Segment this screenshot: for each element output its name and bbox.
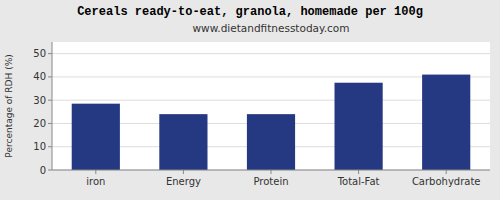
y-tick-label: 20 bbox=[33, 118, 46, 129]
y-tick bbox=[48, 146, 52, 147]
y-tick bbox=[48, 123, 52, 124]
subtitle: www.dietandfitnesstoday.com bbox=[193, 22, 350, 34]
y-tick-label: 50 bbox=[33, 48, 46, 59]
x-tick bbox=[358, 170, 359, 174]
y-axis bbox=[52, 42, 53, 170]
x-tick-label: Protein bbox=[253, 176, 288, 187]
y-tick-label: 30 bbox=[33, 95, 46, 106]
title: Cereals ready-to-eat, granola, homemade … bbox=[77, 5, 423, 19]
x-tick-label: Energy bbox=[166, 176, 201, 187]
x-tick-label: Carbohydrate bbox=[412, 176, 481, 187]
x-tick bbox=[446, 170, 447, 174]
x-tick-label: iron bbox=[86, 176, 105, 187]
bars bbox=[72, 75, 471, 170]
chart: Cereals ready-to-eat, granola, homemade … bbox=[0, 0, 500, 200]
y-tick-label: 0 bbox=[40, 165, 46, 176]
plot-background bbox=[52, 42, 490, 170]
y-tick-label: 40 bbox=[33, 71, 46, 82]
grid-line bbox=[52, 53, 490, 54]
y-tick bbox=[48, 100, 52, 101]
x-tick bbox=[271, 170, 272, 174]
bar bbox=[72, 104, 120, 170]
bar bbox=[335, 83, 383, 170]
x-tick-label: Total-Fat bbox=[337, 176, 380, 187]
y-tick bbox=[48, 76, 52, 77]
x-tick bbox=[183, 170, 184, 174]
y-tick-label: 10 bbox=[33, 141, 46, 152]
y-axis-label: Percentage of RDH (%) bbox=[4, 54, 14, 157]
x-tick bbox=[95, 170, 96, 174]
bar bbox=[422, 75, 470, 170]
y-tick bbox=[48, 53, 52, 54]
y-tick bbox=[48, 170, 52, 171]
bar bbox=[159, 114, 207, 170]
background bbox=[0, 0, 500, 200]
bar bbox=[247, 114, 295, 170]
